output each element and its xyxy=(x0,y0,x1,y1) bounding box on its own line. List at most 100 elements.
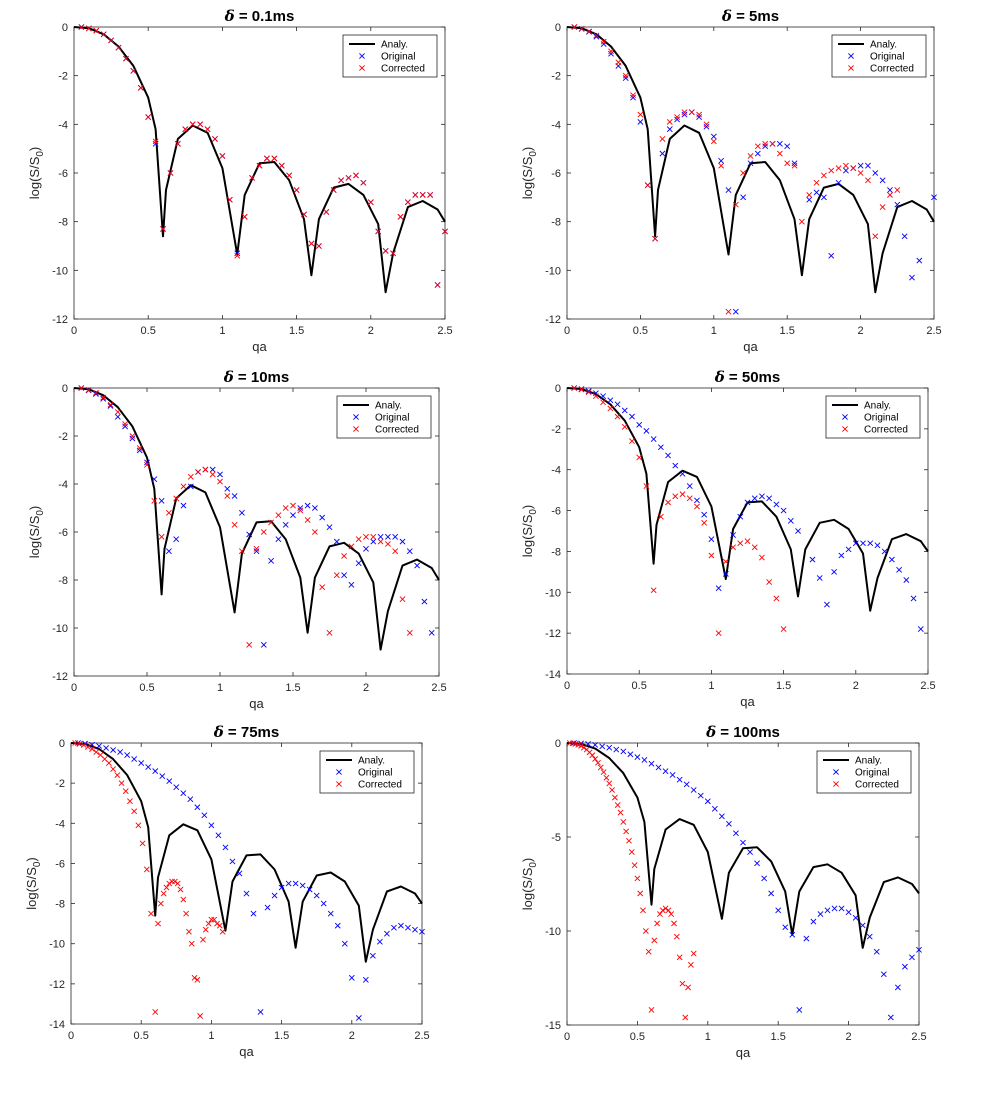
data-point-original xyxy=(831,568,838,575)
data-point-corrected xyxy=(186,928,192,935)
data-point-corrected xyxy=(644,182,651,189)
x-tick-label: 0 xyxy=(71,682,77,694)
data-point-corrected xyxy=(399,596,406,603)
data-point-original xyxy=(910,595,917,602)
data-point-original xyxy=(614,401,621,408)
data-point-original xyxy=(600,393,607,400)
data-point-corrected xyxy=(744,538,751,545)
data-point-original xyxy=(194,804,201,811)
data-point-corrected xyxy=(730,544,736,551)
data-point-original xyxy=(787,517,794,524)
data-point-corrected xyxy=(84,744,91,750)
y-tick-label: -4 xyxy=(58,479,68,491)
data-point-original xyxy=(679,470,686,477)
data-point-corrected xyxy=(442,228,448,235)
chart-title-symbol: δ xyxy=(705,723,716,741)
chart-title: δ = 50ms xyxy=(714,368,780,386)
data-point-original xyxy=(657,444,664,451)
y-axis-label-subscript: 0 xyxy=(528,151,539,157)
data-point-original xyxy=(880,971,887,978)
y-tick-label: -4 xyxy=(58,119,68,131)
data-point-corrected xyxy=(397,213,404,220)
data-point-original xyxy=(592,741,599,748)
data-point-original xyxy=(768,890,775,897)
data-point-corrected xyxy=(597,764,604,771)
data-point-corrected xyxy=(160,226,166,232)
data-point-corrected xyxy=(76,741,83,747)
data-point-corrected xyxy=(600,38,607,45)
legend-box xyxy=(336,395,432,439)
data-point-original xyxy=(887,1014,894,1021)
data-point-original xyxy=(129,435,136,442)
y-axis-label-close: ) xyxy=(520,505,535,509)
data-point-original xyxy=(715,585,722,592)
data-point-original xyxy=(152,768,159,775)
data-point-original xyxy=(686,483,693,489)
data-point-original xyxy=(362,976,369,983)
data-point-original xyxy=(838,905,845,912)
data-point-corrected xyxy=(208,916,215,923)
data-point-corrected xyxy=(592,393,599,400)
y-tick-label: -10 xyxy=(52,265,68,277)
data-point-corrected xyxy=(370,533,377,540)
chart-title-text: = 5ms xyxy=(732,8,779,25)
legend-swatch-original xyxy=(833,769,839,775)
data-point-original xyxy=(313,892,320,899)
data-point-original xyxy=(879,177,886,184)
data-point-corrected xyxy=(85,25,92,32)
x-tick-label: 2.5 xyxy=(926,325,941,337)
data-point-original xyxy=(866,933,873,940)
y-tick-label: 0 xyxy=(62,22,68,34)
data-point-corrected xyxy=(93,749,100,755)
data-point-original xyxy=(725,187,732,193)
data-point-original xyxy=(676,776,683,783)
x-tick-label: 1.5 xyxy=(776,680,791,692)
data-point-corrected xyxy=(315,243,322,249)
y-tick-label: -10 xyxy=(545,926,561,938)
data-point-original xyxy=(607,397,614,404)
x-tick-label: 0 xyxy=(71,325,77,337)
data-point-corrected xyxy=(123,55,129,62)
data-point-original xyxy=(710,133,717,140)
y-axis-label-close: ) xyxy=(27,506,42,510)
legend-label: Original xyxy=(358,768,392,779)
data-point-corrected xyxy=(355,536,362,543)
data-point-original xyxy=(690,787,697,793)
data-point-original xyxy=(701,511,708,518)
data-point-original xyxy=(348,974,355,981)
data-point-corrected xyxy=(578,25,585,32)
x-tick-label: 0.5 xyxy=(632,680,647,692)
legend-label: Corrected xyxy=(870,64,914,75)
data-point-original xyxy=(222,844,229,851)
data-point-corrected xyxy=(694,503,700,510)
data-point-original xyxy=(399,538,406,545)
data-point-original xyxy=(696,114,703,120)
data-point-corrected xyxy=(219,153,226,159)
data-point-original xyxy=(683,781,690,788)
data-point-corrected xyxy=(157,900,164,907)
data-point-corrected xyxy=(145,114,152,120)
data-point-corrected xyxy=(231,521,238,528)
y-tick-label: -14 xyxy=(545,669,561,681)
x-tick-label: 1.5 xyxy=(274,1030,289,1042)
data-point-original xyxy=(215,832,222,839)
data-point-corrected xyxy=(621,423,628,430)
data-point-corrected xyxy=(326,629,333,636)
data-point-original xyxy=(888,556,895,563)
y-axis-label-main: log(S/S xyxy=(24,867,39,910)
data-point-original xyxy=(341,572,348,579)
data-point-corrected xyxy=(578,386,585,393)
x-tick-label: 2 xyxy=(846,1031,852,1043)
data-point-original xyxy=(809,556,816,563)
data-point-corrected xyxy=(241,213,248,220)
data-point-corrected xyxy=(784,160,791,167)
data-point-corrected xyxy=(630,92,636,99)
y-axis-label-close: ) xyxy=(27,147,42,151)
data-point-corrected xyxy=(673,933,680,940)
data-point-original xyxy=(852,914,859,921)
x-tick-label: 2.5 xyxy=(911,1031,926,1043)
y-tick-label: -8 xyxy=(55,899,65,911)
data-point-corrected xyxy=(642,928,649,934)
data-point-original xyxy=(761,875,768,882)
x-axis-label: qa xyxy=(239,1044,254,1059)
